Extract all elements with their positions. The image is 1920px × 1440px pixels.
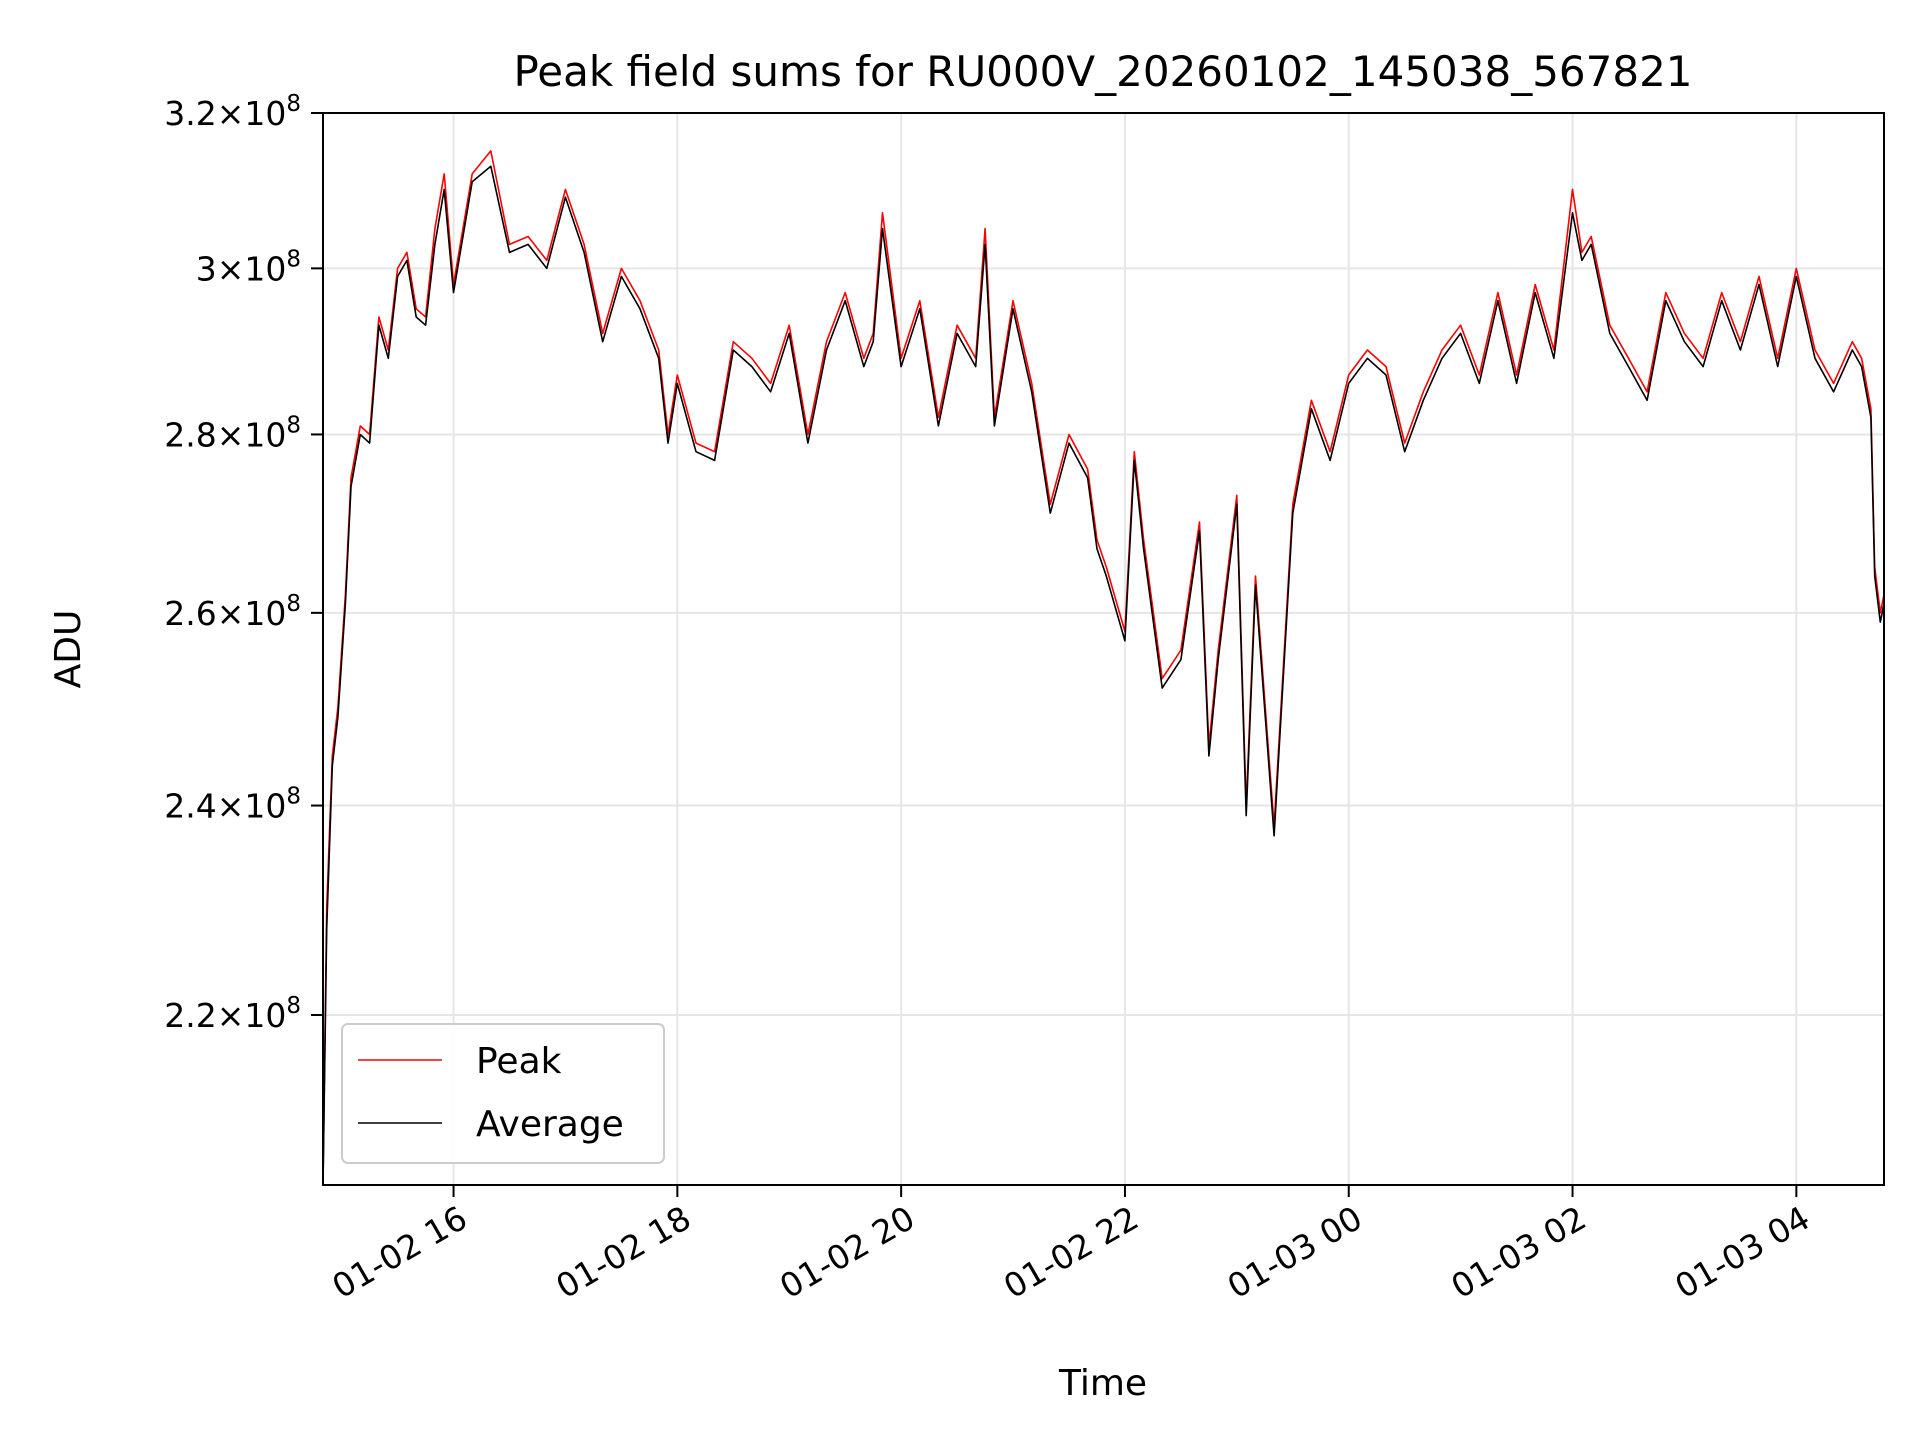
y-tick-base: 10 [244,249,286,288]
series-layer [322,150,1885,1186]
y-tick-label: 3.2×108 [164,91,301,133]
legend: Peak Average [341,1023,665,1164]
x-axis-label: Time [1058,1363,1147,1404]
plot-frame [322,112,1885,1186]
y-tick-base: 10 [244,996,286,1035]
y-tick-mantissa: 2.4 [164,787,216,826]
y-tick-exponent: 8 [286,91,301,117]
series-line-peak [322,150,1885,1186]
y-tick-times: × [217,249,245,288]
y-tick-base: 10 [244,787,286,826]
y-tick-mantissa: 3 [196,249,217,288]
y-tick-label: 2.2×108 [164,993,301,1035]
y-tick-mantissa: 3.2 [164,94,216,133]
chart-title: Peak field sums for RU000V_20260102_1450… [513,47,1692,96]
y-tick-label: 2.4×108 [164,784,301,826]
y-tick-times: × [217,594,245,633]
y-tick-times: × [217,996,245,1035]
y-tick-exponent: 8 [286,412,301,438]
y-tick-label: 2.6×108 [164,591,301,633]
y-tick-mantissa: 2.2 [164,996,216,1035]
y-tick-mantissa: 2.6 [164,594,216,633]
y-tick-times: × [217,94,245,133]
y-tick-base: 10 [244,594,286,633]
y-tick-base: 10 [244,94,286,133]
y-tick-exponent: 8 [286,591,301,617]
y-axis-label: ADU [48,610,89,689]
legend-label-average: Average [476,1104,624,1145]
y-tick-times: × [217,787,245,826]
series-line-average [322,165,1885,1186]
y-tick-label: 2.8×108 [164,412,301,454]
legend-box [341,1023,665,1164]
y-tick-exponent: 8 [286,993,301,1019]
y-tick-mantissa: 2.8 [164,415,216,454]
legend-label-peak: Peak [476,1041,562,1082]
y-tick-base: 10 [244,415,286,454]
y-tick-label: 3×108 [196,246,301,288]
y-tick-times: × [217,415,245,454]
y-tick-exponent: 8 [286,784,301,810]
y-tick-exponent: 8 [286,246,301,272]
